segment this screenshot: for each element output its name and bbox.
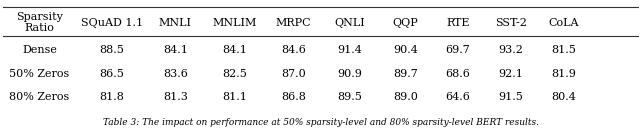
Text: 80% Zeros: 80% Zeros: [10, 92, 70, 102]
Text: QNLI: QNLI: [334, 18, 365, 28]
Text: MNLI: MNLI: [159, 18, 192, 28]
Text: Sparsity
Ratio: Sparsity Ratio: [16, 12, 63, 33]
Text: 84.1: 84.1: [163, 45, 188, 55]
Text: 84.6: 84.6: [281, 45, 306, 55]
Text: 91.5: 91.5: [499, 92, 524, 102]
Text: 81.9: 81.9: [551, 69, 576, 79]
Text: Table 3: The impact on performance at 50% sparsity-level and 80% sparsity-level : Table 3: The impact on performance at 50…: [103, 118, 539, 127]
Text: 90.9: 90.9: [337, 69, 362, 79]
Text: 81.1: 81.1: [222, 92, 247, 102]
Text: 81.5: 81.5: [551, 45, 576, 55]
Text: 81.8: 81.8: [99, 92, 124, 102]
Text: 89.5: 89.5: [337, 92, 362, 102]
Text: QQP: QQP: [392, 18, 418, 28]
Text: 86.5: 86.5: [99, 69, 124, 79]
Text: 64.6: 64.6: [445, 92, 470, 102]
Text: CoLA: CoLA: [548, 18, 579, 28]
Text: Dense: Dense: [22, 45, 57, 55]
Text: 91.4: 91.4: [337, 45, 362, 55]
Text: 87.0: 87.0: [281, 69, 306, 79]
Text: 84.1: 84.1: [222, 45, 247, 55]
Text: 80.4: 80.4: [551, 92, 576, 102]
Text: 83.6: 83.6: [163, 69, 188, 79]
Text: 89.7: 89.7: [393, 69, 418, 79]
Text: 50% Zeros: 50% Zeros: [10, 69, 70, 79]
Text: RTE: RTE: [446, 18, 470, 28]
Text: 81.3: 81.3: [163, 92, 188, 102]
Text: 69.7: 69.7: [445, 45, 470, 55]
Text: 93.2: 93.2: [499, 45, 524, 55]
Text: 92.1: 92.1: [499, 69, 524, 79]
Text: 89.0: 89.0: [393, 92, 418, 102]
Text: MRPC: MRPC: [276, 18, 311, 28]
Text: 88.5: 88.5: [99, 45, 124, 55]
Text: SQuAD 1.1: SQuAD 1.1: [81, 18, 143, 28]
Text: 86.8: 86.8: [281, 92, 306, 102]
Text: MNLIM: MNLIM: [212, 18, 257, 28]
Text: SST-2: SST-2: [495, 18, 527, 28]
Text: 90.4: 90.4: [393, 45, 418, 55]
Text: 68.6: 68.6: [445, 69, 470, 79]
Text: 82.5: 82.5: [222, 69, 247, 79]
